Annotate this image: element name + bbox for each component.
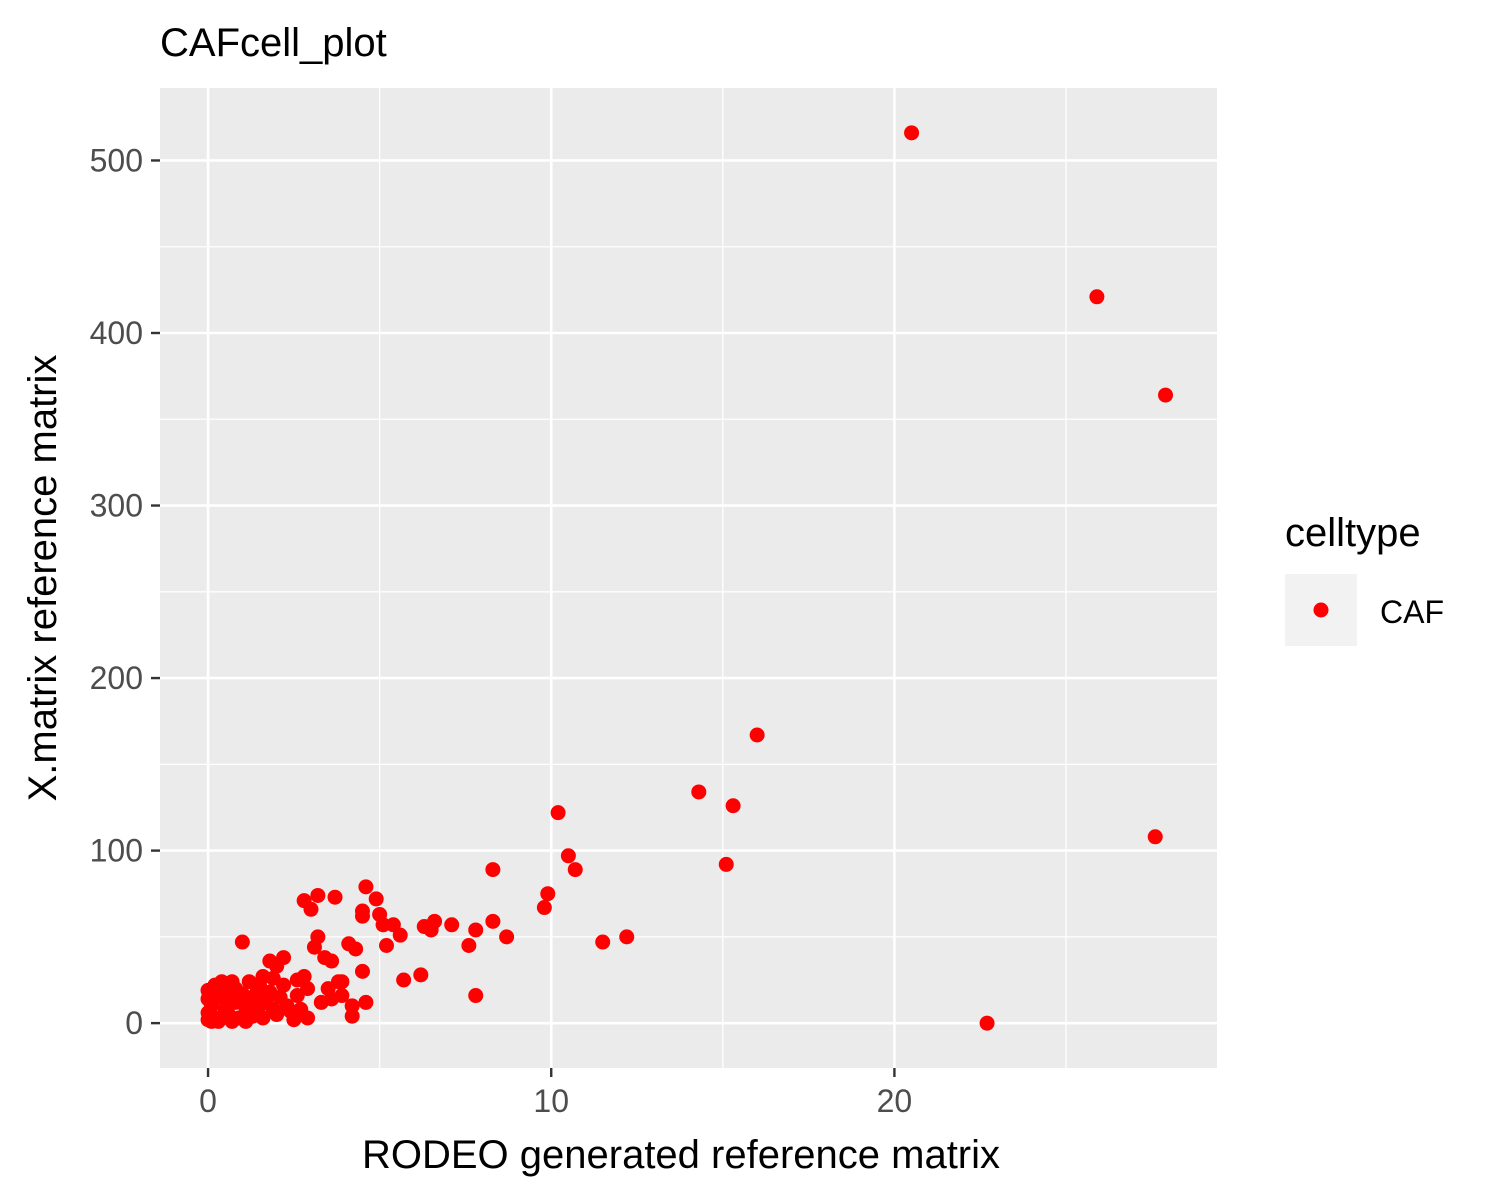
data-point (461, 938, 477, 953)
data-point (262, 953, 278, 969)
data-point (296, 893, 312, 909)
data-point (358, 994, 374, 1010)
data-point (550, 805, 566, 821)
x-tick-label: 20 (877, 1083, 913, 1119)
data-point (262, 984, 278, 1000)
data-point (904, 125, 920, 141)
data-point (354, 963, 370, 979)
data-point (691, 784, 707, 800)
data-point (749, 727, 765, 743)
data-point (444, 917, 460, 933)
y-tick-label: 500 (90, 142, 143, 178)
data-point (725, 798, 741, 814)
y-axis-title: X.matrix reference matrix (21, 355, 65, 802)
data-point (252, 998, 268, 1014)
data-point (320, 981, 336, 997)
data-point (234, 934, 250, 950)
data-point (540, 886, 556, 902)
data-point (224, 1013, 240, 1029)
data-points (200, 125, 1174, 1031)
data-point (485, 862, 501, 878)
data-point (327, 889, 343, 905)
x-axis-title: RODEO generated reference matrix (362, 1133, 1000, 1177)
data-point (317, 950, 333, 966)
data-point (293, 1001, 309, 1017)
plot-panel (160, 88, 1217, 1068)
data-point (560, 848, 576, 864)
x-tick-label: 10 (533, 1083, 569, 1119)
data-point (499, 929, 515, 945)
data-point (358, 879, 374, 895)
data-point (310, 887, 326, 903)
data-point (595, 934, 611, 950)
y-tick-label: 100 (90, 833, 143, 869)
data-point (1089, 289, 1105, 305)
data-point (385, 917, 401, 933)
legend-label-caf: CAF (1380, 594, 1444, 630)
data-point (485, 913, 501, 929)
data-point (334, 988, 350, 1004)
data-point (375, 917, 391, 933)
data-point (289, 988, 305, 1004)
data-point (416, 919, 432, 935)
y-tick-label: 400 (90, 315, 143, 351)
data-point (567, 862, 583, 878)
data-point (979, 1015, 995, 1031)
legend-title: celltype (1285, 511, 1421, 555)
legend: celltype CAF (1285, 511, 1444, 646)
data-point (379, 938, 394, 953)
data-point (269, 1007, 285, 1023)
data-point (313, 994, 329, 1010)
data-point (341, 936, 357, 952)
data-point (207, 977, 223, 993)
legend-marker (1313, 602, 1329, 618)
data-point (265, 970, 281, 986)
y-axis-ticks: 0 100 200 300 400 500 (90, 142, 160, 1041)
data-point (238, 1013, 254, 1029)
y-tick-label: 300 (90, 488, 143, 524)
data-point (306, 939, 322, 955)
data-point (210, 1013, 226, 1029)
data-point (396, 972, 412, 988)
data-point (354, 908, 370, 924)
data-point (468, 922, 484, 938)
x-tick-label: 0 (199, 1083, 217, 1119)
chart-title: CAFcell_plot (160, 21, 387, 65)
y-tick-label: 200 (90, 660, 143, 696)
data-point (255, 1010, 271, 1026)
x-axis-ticks: 0 10 20 (199, 1068, 912, 1119)
data-point (289, 972, 305, 988)
data-point (619, 929, 635, 945)
y-tick-label: 0 (125, 1005, 143, 1041)
minor-gridlines (160, 88, 1217, 1068)
data-point (468, 988, 484, 1004)
data-point (718, 856, 734, 872)
data-point (368, 891, 384, 907)
data-point (536, 900, 552, 916)
data-point (413, 967, 429, 983)
data-point (1158, 387, 1174, 403)
data-point (344, 998, 360, 1014)
data-point (1147, 829, 1163, 845)
data-point (344, 1008, 360, 1024)
